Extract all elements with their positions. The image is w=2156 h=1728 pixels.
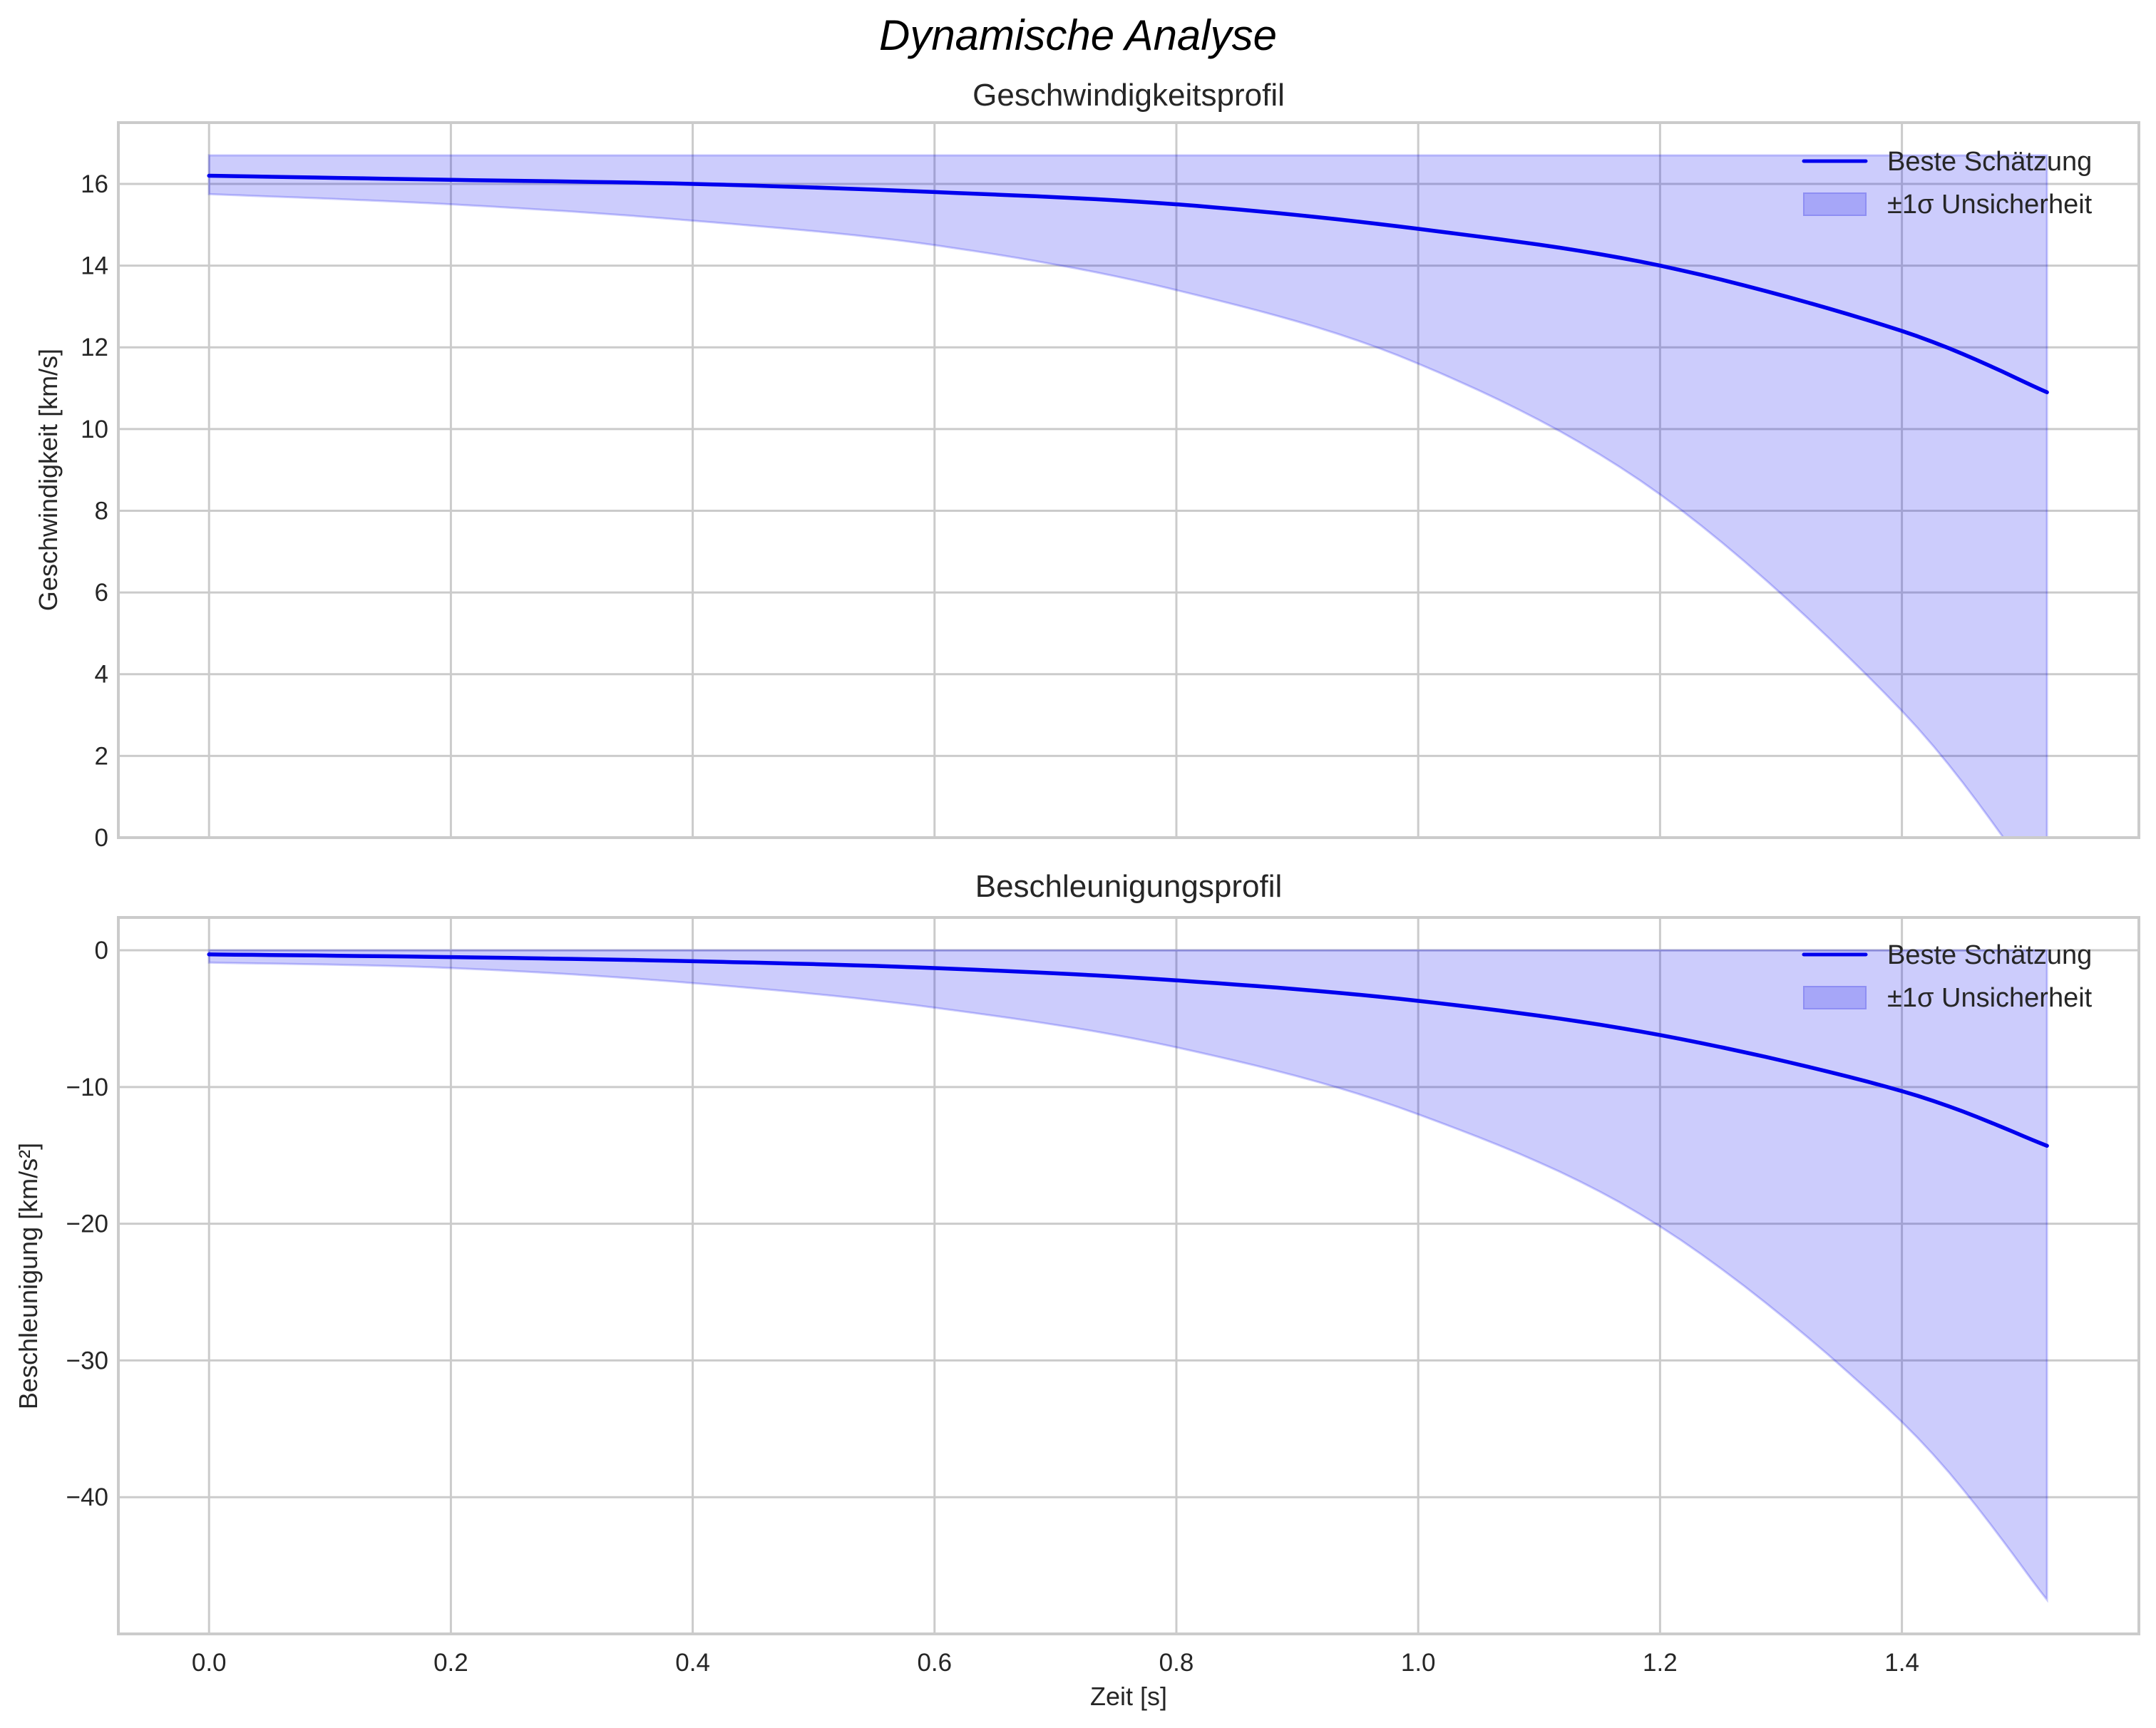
x-tick-label: 1.4 (1884, 1649, 1919, 1677)
legend-band-label: ±1σ Unsicherheit (1887, 983, 2093, 1013)
acceleration-y-ticks: 0 −10 −20 −30 −40 (66, 937, 108, 1511)
acceleration-best-estimate-line (207, 952, 2049, 1148)
velocity-panel-title: Geschwindigkeitsprofil (972, 78, 1285, 113)
acceleration-grid (118, 917, 2139, 1634)
figure-suptitle: Dynamische Analyse (879, 11, 1277, 59)
velocity-y-ticks: 0 2 4 6 8 10 12 14 16 (81, 170, 108, 852)
y-tick-label: 14 (81, 252, 108, 280)
axes-border (117, 916, 2140, 1635)
y-tick-label: −40 (66, 1483, 108, 1511)
legend-line-label: Beste Schätzung (1887, 940, 2092, 970)
acceleration-panel: Beschleunigungsprofil 0−10−20−30−40 0.0 0… (14, 869, 2140, 1711)
y-tick-label: 6 (95, 579, 108, 607)
velocity-axes-frame (117, 121, 2140, 839)
y-tick-label: −20 (66, 1210, 108, 1238)
y-tick-label: 0 (95, 824, 108, 852)
uncertainty-band-area (207, 154, 2048, 838)
axes-border (117, 121, 2140, 839)
best-estimate-line (207, 173, 2049, 395)
y-tick-label: 8 (95, 497, 108, 525)
y-tick-label: −10 (66, 1074, 108, 1101)
y-tick-label: 0 (95, 937, 108, 965)
y-tick-label: 16 (81, 170, 108, 198)
acceleration-legend: Beste Schätzung ±1σ Unsicherheit (1802, 940, 2093, 1013)
x-tick-label: 1.0 (1401, 1649, 1436, 1677)
x-tick-label: 1.2 (1643, 1649, 1678, 1677)
acceleration-y-axis-label: Beschleunigung [km/s²] (14, 1143, 43, 1409)
acceleration-panel-title: Beschleunigungsprofil (975, 869, 1283, 904)
velocity-panel: Geschwindigkeitsprofil 0 2 4 6 8 10 12 14 16 Ges… (34, 78, 2140, 852)
y-tick-label: −30 (66, 1347, 108, 1374)
velocity-best-estimate-line (207, 173, 2049, 395)
best-estimate-line (207, 952, 2049, 1148)
y-tick-label: 10 (81, 416, 108, 443)
x-tick-label: 0.0 (192, 1649, 227, 1677)
legend-line-label: Beste Schätzung (1887, 147, 2092, 177)
y-tick-label: 12 (81, 334, 108, 361)
legend-band-icon (1803, 986, 1867, 1009)
legend-band-icon (1803, 192, 1867, 216)
x-tick-label: 0.2 (433, 1649, 468, 1677)
x-tick-label: 0.8 (1159, 1649, 1194, 1677)
y-tick-label: 2 (95, 742, 108, 770)
legend-band-label: ±1σ Unsicherheit (1887, 190, 2093, 220)
acceleration-uncertainty-band (207, 949, 2048, 1603)
velocity-grid (118, 123, 2139, 839)
x-tick-label: 0.4 (675, 1649, 710, 1677)
velocity-uncertainty-band (207, 154, 2048, 838)
acceleration-x-ticks: 0.0 0.2 0.4 0.6 0.8 1.0 1.2 1.4 (192, 1649, 1919, 1677)
x-axis-label: Zeit [s] (1090, 1682, 1167, 1711)
y-tick-label: 4 (95, 661, 108, 689)
velocity-legend: Beste Schätzung ±1σ Unsicherheit (1802, 147, 2093, 220)
x-tick-label: 0.6 (917, 1649, 952, 1677)
acceleration-axes-frame (117, 916, 2140, 1635)
velocity-y-axis-label: Geschwindigkeit [km/s] (34, 349, 63, 611)
uncertainty-band-area (207, 949, 2048, 1603)
